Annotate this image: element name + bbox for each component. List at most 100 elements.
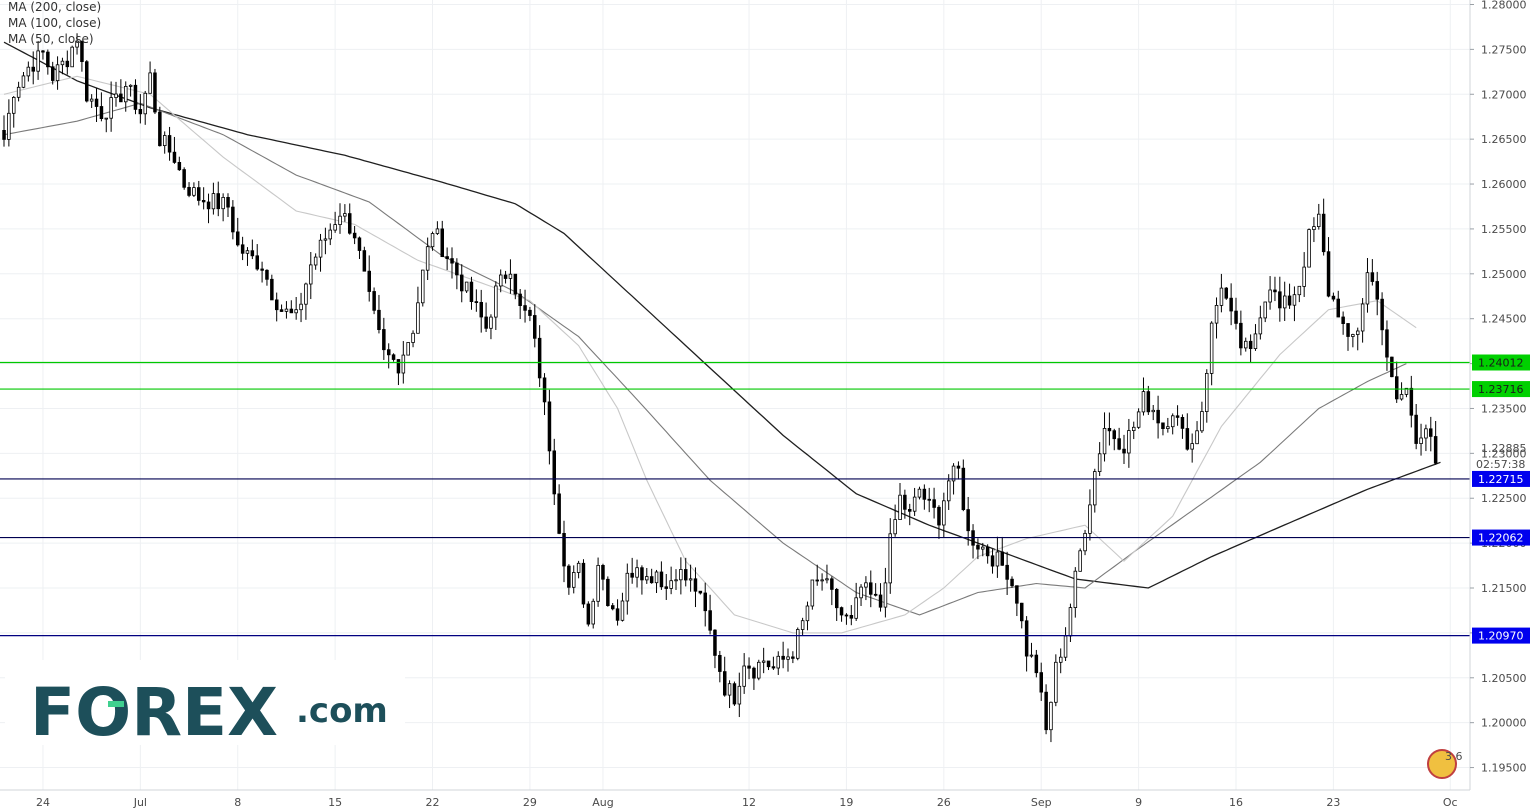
candle-body: [1360, 303, 1365, 332]
legend-ma100[interactable]: MA (100, close): [8, 16, 101, 30]
candle-body: [591, 600, 596, 625]
ma-legend[interactable]: MA (200, close) MA (100, close) MA (50, …: [8, 0, 101, 46]
candle-body: [114, 93, 118, 98]
candle-body: [698, 590, 703, 594]
candle-body: [308, 264, 313, 285]
candle-body: [1093, 471, 1097, 506]
candle-body: [89, 98, 94, 102]
candle-body: [1370, 272, 1375, 282]
candle-body: [75, 40, 79, 48]
candle-body: [70, 46, 74, 68]
candle-body: [1268, 289, 1272, 303]
candle-body: [601, 565, 605, 580]
x-axis[interactable]: 24 Jul 8 15 22 29 Aug 12 19 26 Sep 9 16 23 Oc: [36, 796, 1458, 809]
candle-body: [1258, 317, 1263, 335]
candle-body: [60, 60, 65, 66]
candle-body: [567, 565, 571, 588]
candle-body: [1356, 330, 1360, 335]
candle-body: [542, 377, 547, 403]
candle-body: [2, 129, 6, 140]
candle-body: [1278, 291, 1282, 309]
candle-body: [995, 551, 1000, 567]
candle-body: [878, 594, 883, 608]
flag-icon: [1427, 749, 1457, 779]
candle-body: [766, 660, 771, 668]
candle-body: [435, 228, 440, 234]
candle-body: [367, 270, 371, 292]
candle-body: [172, 151, 177, 163]
candle-body: [1263, 301, 1268, 319]
candle-body: [912, 496, 917, 512]
candle-body: [1205, 372, 1209, 412]
y-tick-label: 1.22500: [1481, 492, 1527, 505]
candle-body: [1195, 430, 1199, 445]
candle-body: [250, 250, 255, 257]
candle-body: [377, 309, 381, 330]
logo-suffix: .com: [296, 691, 388, 731]
candle-body: [406, 342, 410, 356]
candle-body: [26, 66, 31, 77]
y-tick-label: 1.25500: [1481, 223, 1527, 236]
candle-body: [820, 579, 824, 582]
candle-body: [815, 579, 820, 582]
candle-body: [1390, 356, 1394, 378]
candle-body: [1404, 387, 1409, 395]
y-axis[interactable]: 1.28000 1.27500 1.27000 1.26500 1.26000 1.255…: [1470, 0, 1527, 775]
candle-body: [1307, 229, 1311, 268]
candle-body: [693, 578, 698, 592]
legend-ma50[interactable]: MA (50, close): [8, 32, 94, 46]
x-tick-label: Aug: [592, 796, 613, 809]
candle-body: [206, 201, 211, 210]
candle-body: [654, 571, 659, 584]
candle-body: [776, 655, 781, 669]
ma200-line: [3, 41, 1441, 589]
candle-body: [898, 494, 902, 521]
candle-body: [752, 667, 756, 679]
candle-body: [990, 555, 995, 567]
candle-body: [718, 655, 722, 672]
candle-body: [196, 187, 201, 201]
ma50-line: [3, 75, 1417, 634]
candle-body: [830, 578, 834, 590]
candle-body: [1132, 426, 1136, 431]
y-tick-label: 1.25000: [1481, 268, 1527, 281]
candle-body: [1141, 391, 1146, 413]
candle-body: [732, 683, 737, 705]
candle-body: [270, 278, 274, 301]
candle-body: [947, 480, 951, 502]
candle-body: [1351, 334, 1355, 337]
candle-body: [1287, 295, 1292, 306]
candle-body: [1088, 504, 1092, 534]
y-tick-label: 1.26500: [1481, 133, 1527, 146]
candle-body: [1380, 298, 1384, 331]
candle-body: [440, 228, 444, 257]
candle-body: [260, 268, 264, 271]
candle-body: [396, 359, 401, 374]
flags-badge[interactable]: 3 6: [1427, 749, 1463, 779]
candle-body: [1024, 620, 1029, 657]
candle-body: [1273, 289, 1277, 293]
candle-body: [1059, 656, 1063, 663]
candle-body: [1185, 428, 1190, 450]
candle-body: [85, 61, 89, 102]
moving-average-lines: [3, 41, 1441, 634]
candle-body: [416, 302, 420, 334]
candle-body: [572, 572, 576, 588]
candle-body: [41, 50, 45, 53]
candle-body: [352, 232, 357, 239]
candle-body: [55, 64, 60, 82]
candle-body: [1039, 672, 1044, 693]
candle-body: [1331, 295, 1336, 300]
candle-body: [1409, 387, 1414, 416]
candle-body: [1068, 607, 1073, 637]
candle-body: [469, 281, 474, 303]
level-tag-label: 1.24012: [1478, 357, 1524, 370]
candle-body: [635, 567, 639, 578]
candle-body: [430, 233, 435, 248]
candle-body: [596, 565, 600, 602]
candle-body: [1429, 428, 1433, 437]
logo-backdrop: [5, 660, 405, 745]
candle-body: [1000, 551, 1005, 566]
legend-ma200[interactable]: MA (200, close): [8, 0, 101, 14]
